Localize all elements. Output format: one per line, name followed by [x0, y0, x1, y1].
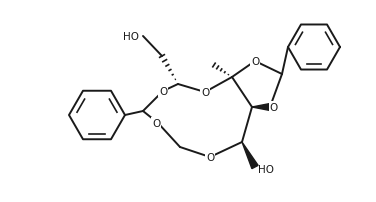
- Text: O: O: [159, 87, 167, 97]
- Text: O: O: [206, 152, 214, 162]
- Text: O: O: [201, 87, 209, 98]
- Polygon shape: [252, 104, 270, 111]
- Polygon shape: [242, 142, 258, 169]
- Text: O: O: [270, 102, 278, 113]
- Text: HO: HO: [123, 32, 139, 42]
- Text: O: O: [152, 118, 160, 128]
- Text: HO: HO: [258, 164, 274, 174]
- Text: O: O: [251, 57, 259, 67]
